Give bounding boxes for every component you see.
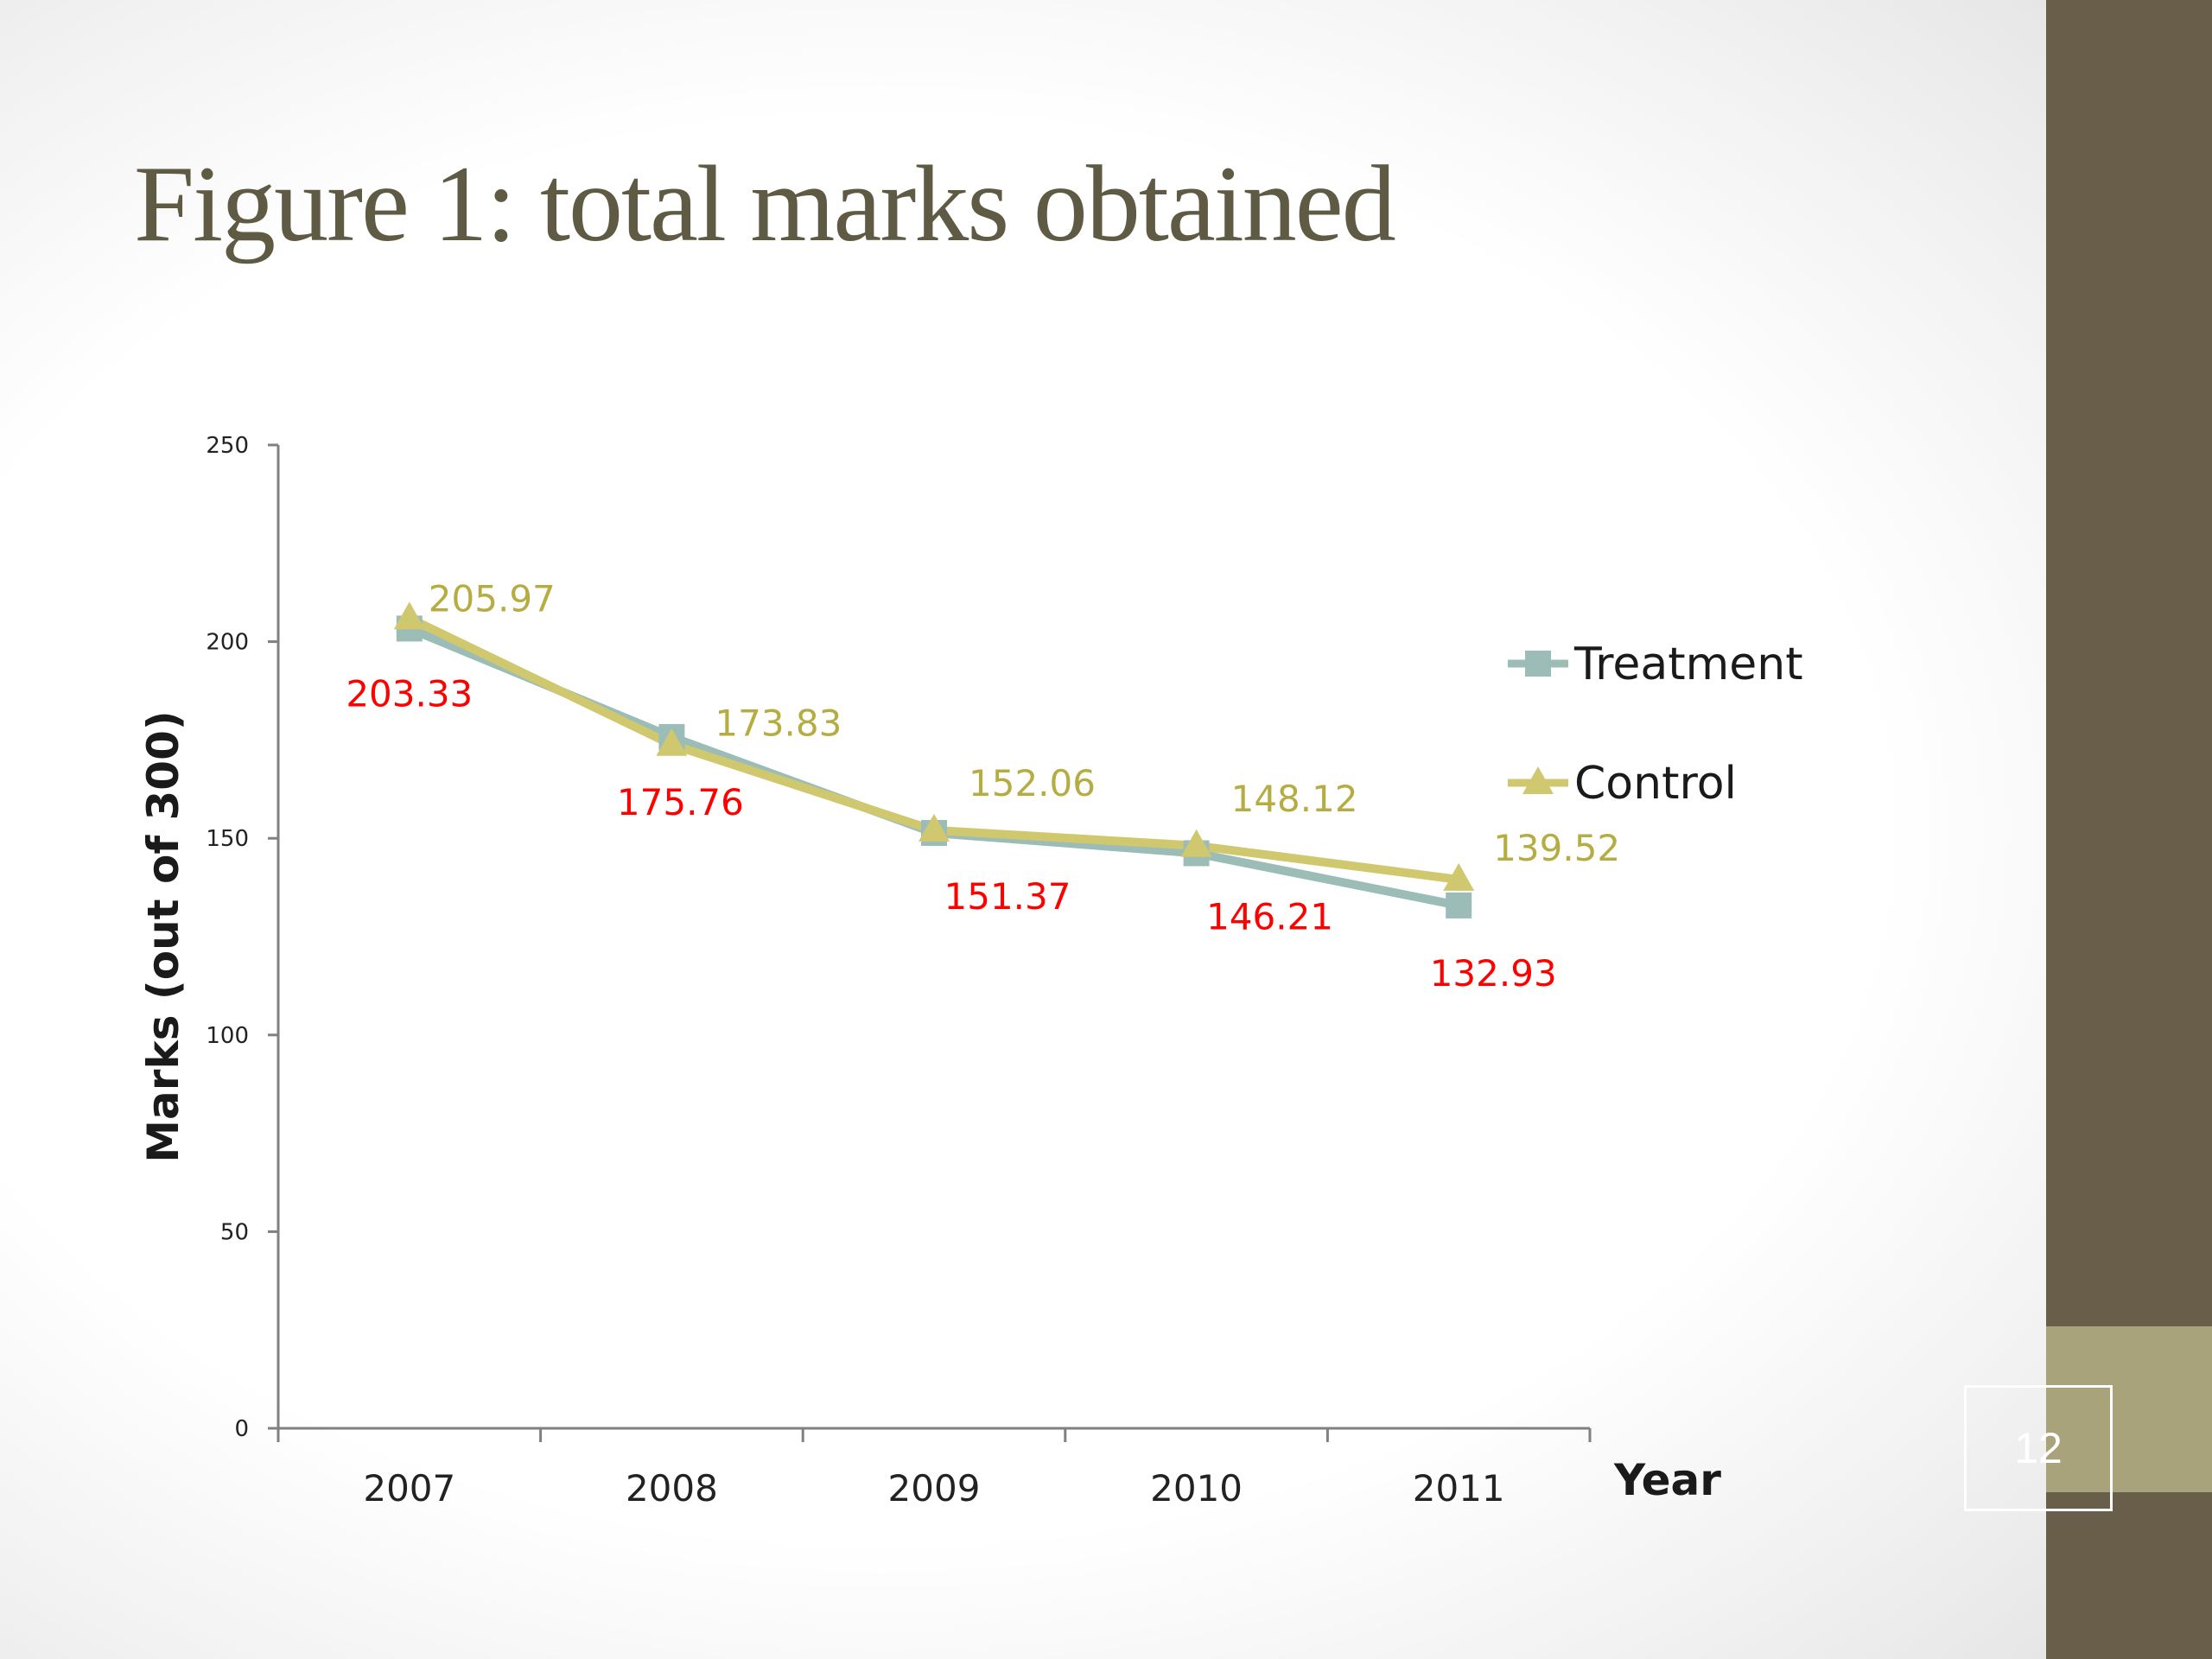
y-axis-title: Marks (out of 300) (138, 710, 188, 1162)
y-tick-label: 150 (206, 826, 249, 852)
treatment-data-label: 203.33 (346, 672, 473, 715)
x-axis-title: Year (1613, 1455, 1721, 1505)
legend-control-label: Control (1574, 758, 1737, 810)
axes: 0 50 100 150 200 250 2007 2008 2009 2010 2011 Marks… (138, 433, 1721, 1510)
x-tick-label: 2007 (363, 1467, 455, 1510)
control-marker (918, 813, 950, 842)
control-data-label: 173.83 (715, 702, 842, 745)
line-chart: 0 50 100 150 200 250 2007 2008 2009 2010 2011 Marks… (138, 433, 1803, 1510)
treatment-line (404, 624, 1464, 910)
y-tick-label: 100 (206, 1023, 249, 1049)
control-data-label: 152.06 (969, 762, 1096, 804)
x-tick-label: 2009 (888, 1467, 981, 1510)
control-marker (393, 601, 425, 630)
x-tick-label: 2010 (1150, 1467, 1243, 1510)
legend-treatment-label: Treatment (1573, 639, 1803, 690)
y-tick-label: 0 (234, 1416, 249, 1442)
legend-control-marker (1522, 766, 1554, 794)
slide-title: Figure 1: total marks obtained (134, 144, 1396, 264)
y-tick-label: 200 (206, 630, 249, 656)
treatment-marker (1446, 892, 1472, 918)
page-number-box (1964, 1385, 2113, 1511)
legend-treatment-marker (1525, 651, 1551, 677)
control-marker (1180, 829, 1212, 857)
control-data-label: 148.12 (1231, 778, 1358, 820)
series-markers (393, 601, 1475, 918)
control-data-label: 139.52 (1493, 827, 1620, 869)
y-tick-label: 50 (220, 1219, 249, 1245)
control-marker (1443, 862, 1475, 891)
legend: Treatment Control (1508, 639, 1803, 810)
treatment-data-label: 146.21 (1206, 895, 1333, 938)
treatment-data-label: 132.93 (1430, 952, 1557, 995)
treatment-data-label: 175.76 (617, 781, 744, 823)
control-data-label: 205.97 (429, 577, 556, 620)
series-lines (404, 613, 1464, 910)
x-tick-label: 2008 (626, 1467, 718, 1510)
page-number: 12 (2014, 1424, 2063, 1472)
accent-band (2046, 1326, 2212, 1492)
y-tick-label: 250 (206, 433, 249, 459)
x-tick-label: 2011 (1413, 1467, 1505, 1510)
data-labels: 203.33 175.76 151.37 146.21 132.93 205.97 173.… (346, 577, 1620, 994)
treatment-data-label: 151.37 (944, 875, 1071, 918)
control-marker (656, 728, 688, 756)
